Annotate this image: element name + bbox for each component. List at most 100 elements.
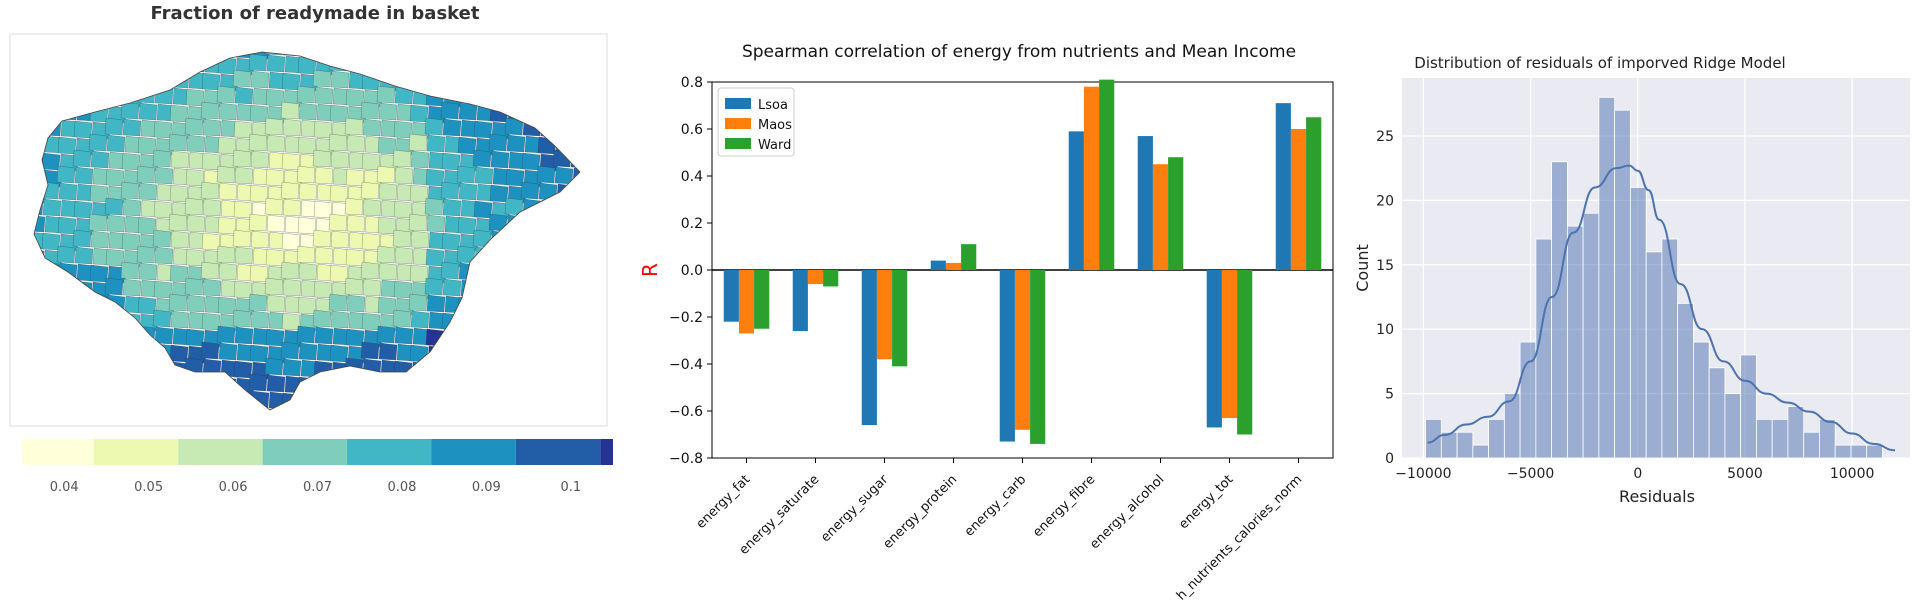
map-region: [282, 118, 302, 137]
map-colorbar: 0.04 0.05 0.06 0.07 0.08 0.09 0.1: [22, 439, 613, 495]
map-region: [137, 136, 157, 155]
map-region: [410, 310, 430, 329]
hist-bar: [1771, 418, 1789, 459]
map-region: [90, 150, 110, 169]
map-region: [377, 216, 397, 235]
bar-xtick-label: energy_alcohol: [1087, 472, 1167, 552]
map-region: [248, 293, 268, 312]
hist-bar: [1740, 354, 1757, 459]
hist-ytick-label: 5: [1385, 387, 1394, 403]
map-region: [392, 309, 412, 328]
map-region: [266, 374, 286, 393]
map-region: [234, 166, 254, 185]
bar-ward: [823, 270, 839, 287]
map-region: [169, 344, 189, 363]
map-region: [360, 181, 380, 200]
hist-bar: [1819, 418, 1836, 459]
bar-xtick-label: energy_carb: [962, 472, 1030, 540]
map-region: [296, 325, 316, 344]
map-region: [378, 262, 398, 281]
map-region: [457, 216, 477, 235]
hist-bar: [1614, 109, 1631, 459]
map-region: [313, 120, 333, 139]
map-region: [265, 328, 285, 347]
map-region: [408, 293, 428, 312]
map-region: [120, 181, 140, 200]
map-region: [490, 150, 510, 169]
colorbar-segment: [22, 439, 94, 465]
map-region: [457, 136, 477, 155]
bar-maos: [876, 270, 893, 360]
map-region: [409, 104, 429, 123]
map-region: [250, 150, 270, 169]
colorbar-tick-label: 0.1: [560, 480, 581, 495]
map-region: [170, 150, 190, 169]
map-region: [281, 72, 301, 91]
map-region: [360, 101, 380, 120]
map-region: [234, 86, 254, 105]
map-region: [106, 214, 126, 233]
map-region: [280, 181, 300, 200]
map-region: [392, 229, 412, 248]
bar-ward: [1168, 157, 1184, 270]
map-region: [248, 213, 268, 232]
map-region: [424, 117, 444, 136]
map-region: [361, 152, 381, 171]
map-region: [233, 360, 253, 379]
hist-xtick-label: 10000: [1830, 466, 1875, 482]
map-title: Fraction of readymade in basket: [151, 3, 480, 24]
map-region: [202, 198, 222, 217]
map-region: [105, 168, 125, 187]
map-region: [186, 134, 206, 153]
map-region: [282, 198, 302, 217]
map-region: [312, 309, 332, 328]
hist-bar: [1566, 225, 1584, 459]
bar-ward: [754, 270, 770, 329]
map-region: [136, 245, 156, 264]
map-region: [72, 149, 92, 168]
colorbar-tick-label: 0.06: [219, 480, 248, 495]
map-region: [169, 104, 189, 123]
map-region: [424, 277, 444, 296]
bar-xtick-label: energy_fat: [694, 472, 754, 532]
map-region: [264, 52, 284, 56]
map-region: [440, 181, 460, 200]
map-region: [377, 136, 397, 155]
bar-ytick-label: 0.6: [681, 122, 703, 138]
bar-ytick-label: −0.8: [669, 451, 703, 467]
map-region: [378, 182, 398, 201]
bar-legend: Lsoa Maos Ward: [717, 87, 795, 157]
legend-label-maos: Maos: [758, 118, 792, 133]
map-region: [202, 118, 222, 137]
bar-lsoa: [861, 270, 877, 426]
map-region: [234, 326, 254, 345]
map-outline: [33, 51, 581, 411]
map-region: [216, 165, 236, 184]
map-region: [296, 85, 316, 104]
hist-ylabel: Count: [1353, 244, 1372, 292]
histogram-chart: Distribution of residuals of imporved Ri…: [1353, 54, 1910, 506]
map-region: [297, 216, 317, 235]
map-region: [329, 184, 349, 203]
hist-bar: [1866, 444, 1883, 459]
hist-bar: [1582, 212, 1600, 459]
hist-bar: [1645, 251, 1663, 459]
map-region: [88, 133, 108, 152]
map-region: [104, 197, 124, 216]
map-region: [394, 326, 414, 345]
map-region: [329, 104, 349, 123]
map-region: [378, 102, 398, 121]
map-region: [56, 245, 76, 264]
map-region: [249, 344, 269, 363]
map-region: [88, 213, 108, 232]
map-region: [442, 278, 462, 297]
map-region: [329, 264, 349, 283]
map-region: [393, 120, 413, 139]
bar-frame: [711, 81, 1334, 459]
map-region: [184, 117, 204, 136]
map-region: [409, 184, 429, 203]
map-region: [216, 325, 236, 344]
map-region: [377, 296, 397, 315]
map-region: [298, 342, 318, 361]
hist-bar: [1693, 341, 1710, 459]
